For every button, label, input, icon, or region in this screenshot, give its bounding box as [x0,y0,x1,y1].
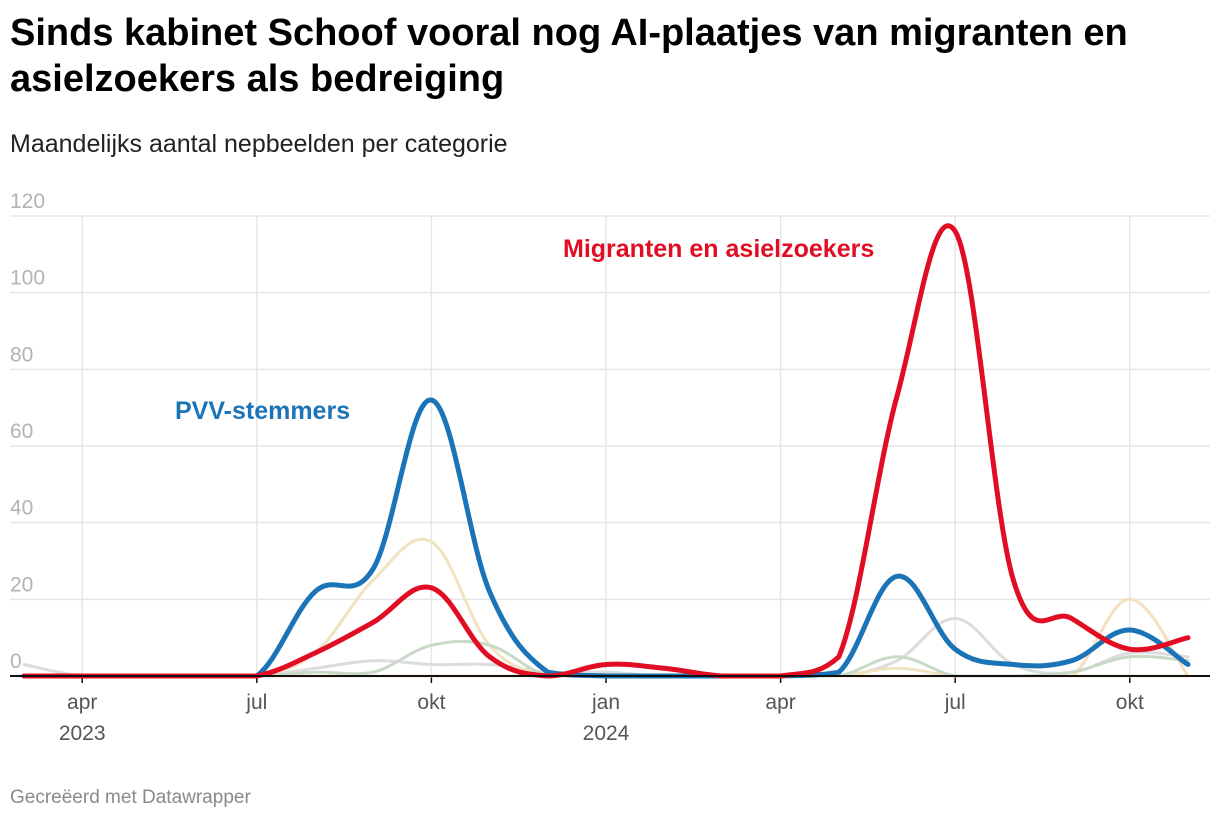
y-tick-label: 80 [10,343,33,366]
series-label-pvv-stemmers: PVV-stemmers [175,397,350,425]
chart-subtitle: Maandelijks aantal nepbeelden per catego… [10,130,508,158]
x-tick-label: jan [591,691,620,714]
y-tick-label: 20 [10,573,33,596]
x-tick-year-label: 2023 [59,722,106,745]
grid-lines [10,215,1210,676]
x-tick-label: apr [765,691,795,714]
y-tick-label: 40 [10,497,33,520]
x-tick-label: apr [67,691,97,714]
series-label-migranten-en-asielzoekers: Migranten en asielzoekers [563,235,874,263]
credit-text: Gecreëerd met Datawrapper [10,787,251,808]
x-tick-label: jul [245,691,267,714]
x-axis-ticks: apr 2023 jul okt jan 2024 apr jul okt [59,676,1144,745]
y-tick-label: 100 [10,267,45,290]
chart-title: Sinds kabinet Schoof vooral nog AI-plaat… [10,12,1128,100]
y-tick-label: 0 [10,650,22,673]
y-tick-label: 120 [10,190,45,213]
x-tick-label: okt [1116,691,1144,714]
y-tick-label: 60 [10,420,33,443]
line-chart: 0 20 40 60 80 100 120 apr 2023 jul okt jan 2024 apr j… [10,190,1210,745]
y-axis-ticks: 0 20 40 60 80 100 120 [10,190,45,673]
x-tick-year-label: 2024 [583,722,630,745]
x-tick-label: okt [417,691,445,714]
x-tick-label: jul [944,691,966,714]
